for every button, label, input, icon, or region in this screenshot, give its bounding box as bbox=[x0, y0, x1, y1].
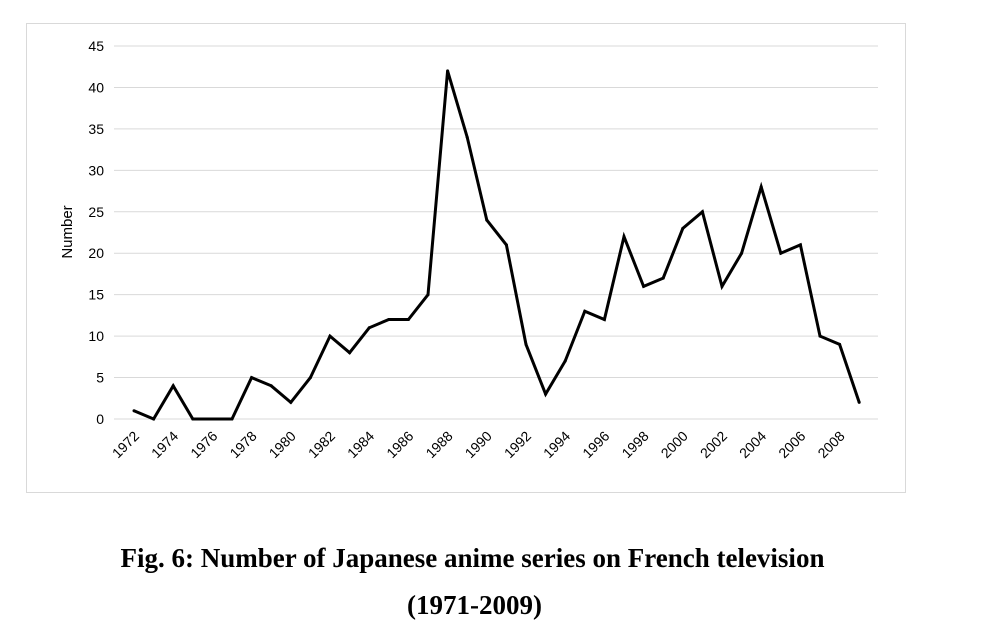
x-tick-label: 1992 bbox=[501, 428, 534, 461]
y-tick-label: 20 bbox=[88, 245, 104, 261]
x-tick-label: 2004 bbox=[736, 428, 769, 461]
chart-area bbox=[26, 23, 906, 493]
data-point bbox=[152, 417, 156, 421]
data-point bbox=[661, 276, 665, 280]
data-point bbox=[308, 376, 312, 380]
x-tick-label: 1986 bbox=[383, 428, 416, 461]
x-tick-label: 1980 bbox=[266, 428, 299, 461]
data-point bbox=[446, 69, 450, 73]
gridlines bbox=[114, 45, 878, 420]
data-point bbox=[602, 318, 606, 321]
data-point bbox=[132, 409, 136, 413]
y-axis-title: Number bbox=[59, 205, 76, 258]
data-point bbox=[857, 400, 861, 404]
y-tick-label: 45 bbox=[88, 38, 104, 54]
data-point bbox=[328, 334, 332, 338]
data-point bbox=[289, 400, 293, 404]
y-tick-label: 5 bbox=[96, 370, 104, 386]
y-tick-label: 0 bbox=[96, 411, 104, 427]
data-point bbox=[700, 210, 704, 214]
data-point bbox=[367, 326, 371, 330]
y-tick-label: 40 bbox=[88, 79, 104, 95]
y-tick-label: 30 bbox=[88, 162, 104, 178]
data-point bbox=[720, 284, 724, 288]
data-point bbox=[759, 185, 763, 189]
x-tick-label: 2000 bbox=[658, 428, 691, 461]
data-point bbox=[622, 235, 626, 239]
y-axis-tick-labels: 0 5 10 15 20 25 30 35 40 45 bbox=[88, 38, 104, 427]
x-tick-label: 1984 bbox=[344, 428, 377, 461]
data-point bbox=[798, 243, 802, 247]
x-tick-label: 2008 bbox=[814, 428, 847, 461]
y-tick-label: 15 bbox=[88, 287, 104, 303]
x-tick-label: 1976 bbox=[187, 428, 220, 461]
x-tick-label: 1988 bbox=[422, 428, 455, 461]
x-tick-label: 1990 bbox=[462, 428, 495, 461]
y-tick-label: 10 bbox=[88, 328, 104, 344]
x-tick-label: 1974 bbox=[148, 428, 181, 461]
x-tick-label: 1982 bbox=[305, 428, 338, 461]
data-point bbox=[171, 384, 175, 388]
data-point bbox=[779, 251, 783, 255]
data-points bbox=[132, 69, 861, 421]
figure-caption-years: (1971-2009) bbox=[407, 590, 542, 620]
data-point bbox=[642, 284, 646, 288]
data-point bbox=[544, 392, 548, 396]
data-point bbox=[230, 417, 234, 421]
data-point bbox=[818, 334, 822, 338]
figure-caption: Fig. 6: Number of Japanese anime series … bbox=[120, 543, 825, 573]
y-tick-label: 25 bbox=[88, 204, 104, 220]
x-tick-label: 1998 bbox=[618, 428, 651, 461]
data-point bbox=[583, 309, 587, 313]
data-point bbox=[191, 417, 195, 421]
x-axis-tick-labels: 1972 1974 1976 1978 1980 1982 1984 1986 1988 1990… bbox=[109, 428, 848, 461]
data-point bbox=[563, 359, 567, 363]
x-tick-label: 2006 bbox=[775, 428, 808, 461]
data-point bbox=[426, 293, 430, 297]
x-tick-label: 1994 bbox=[540, 428, 573, 461]
y-tick-label: 35 bbox=[88, 121, 104, 137]
data-point bbox=[387, 318, 391, 321]
data-point bbox=[504, 243, 508, 247]
x-tick-label: 1978 bbox=[226, 428, 259, 461]
data-point bbox=[465, 135, 469, 139]
series-line bbox=[133, 70, 861, 421]
data-point bbox=[210, 417, 214, 421]
data-point bbox=[681, 226, 685, 230]
data-point bbox=[838, 342, 842, 346]
data-point bbox=[740, 251, 744, 255]
x-tick-label: 2002 bbox=[697, 428, 730, 461]
data-point bbox=[485, 218, 489, 222]
data-point bbox=[269, 384, 273, 388]
data-point bbox=[348, 351, 352, 355]
data-point bbox=[406, 318, 410, 321]
data-point bbox=[524, 342, 528, 346]
x-tick-label: 1996 bbox=[579, 428, 612, 461]
x-tick-label: 1972 bbox=[109, 428, 142, 461]
data-point bbox=[250, 376, 254, 380]
series-layer bbox=[133, 70, 861, 421]
